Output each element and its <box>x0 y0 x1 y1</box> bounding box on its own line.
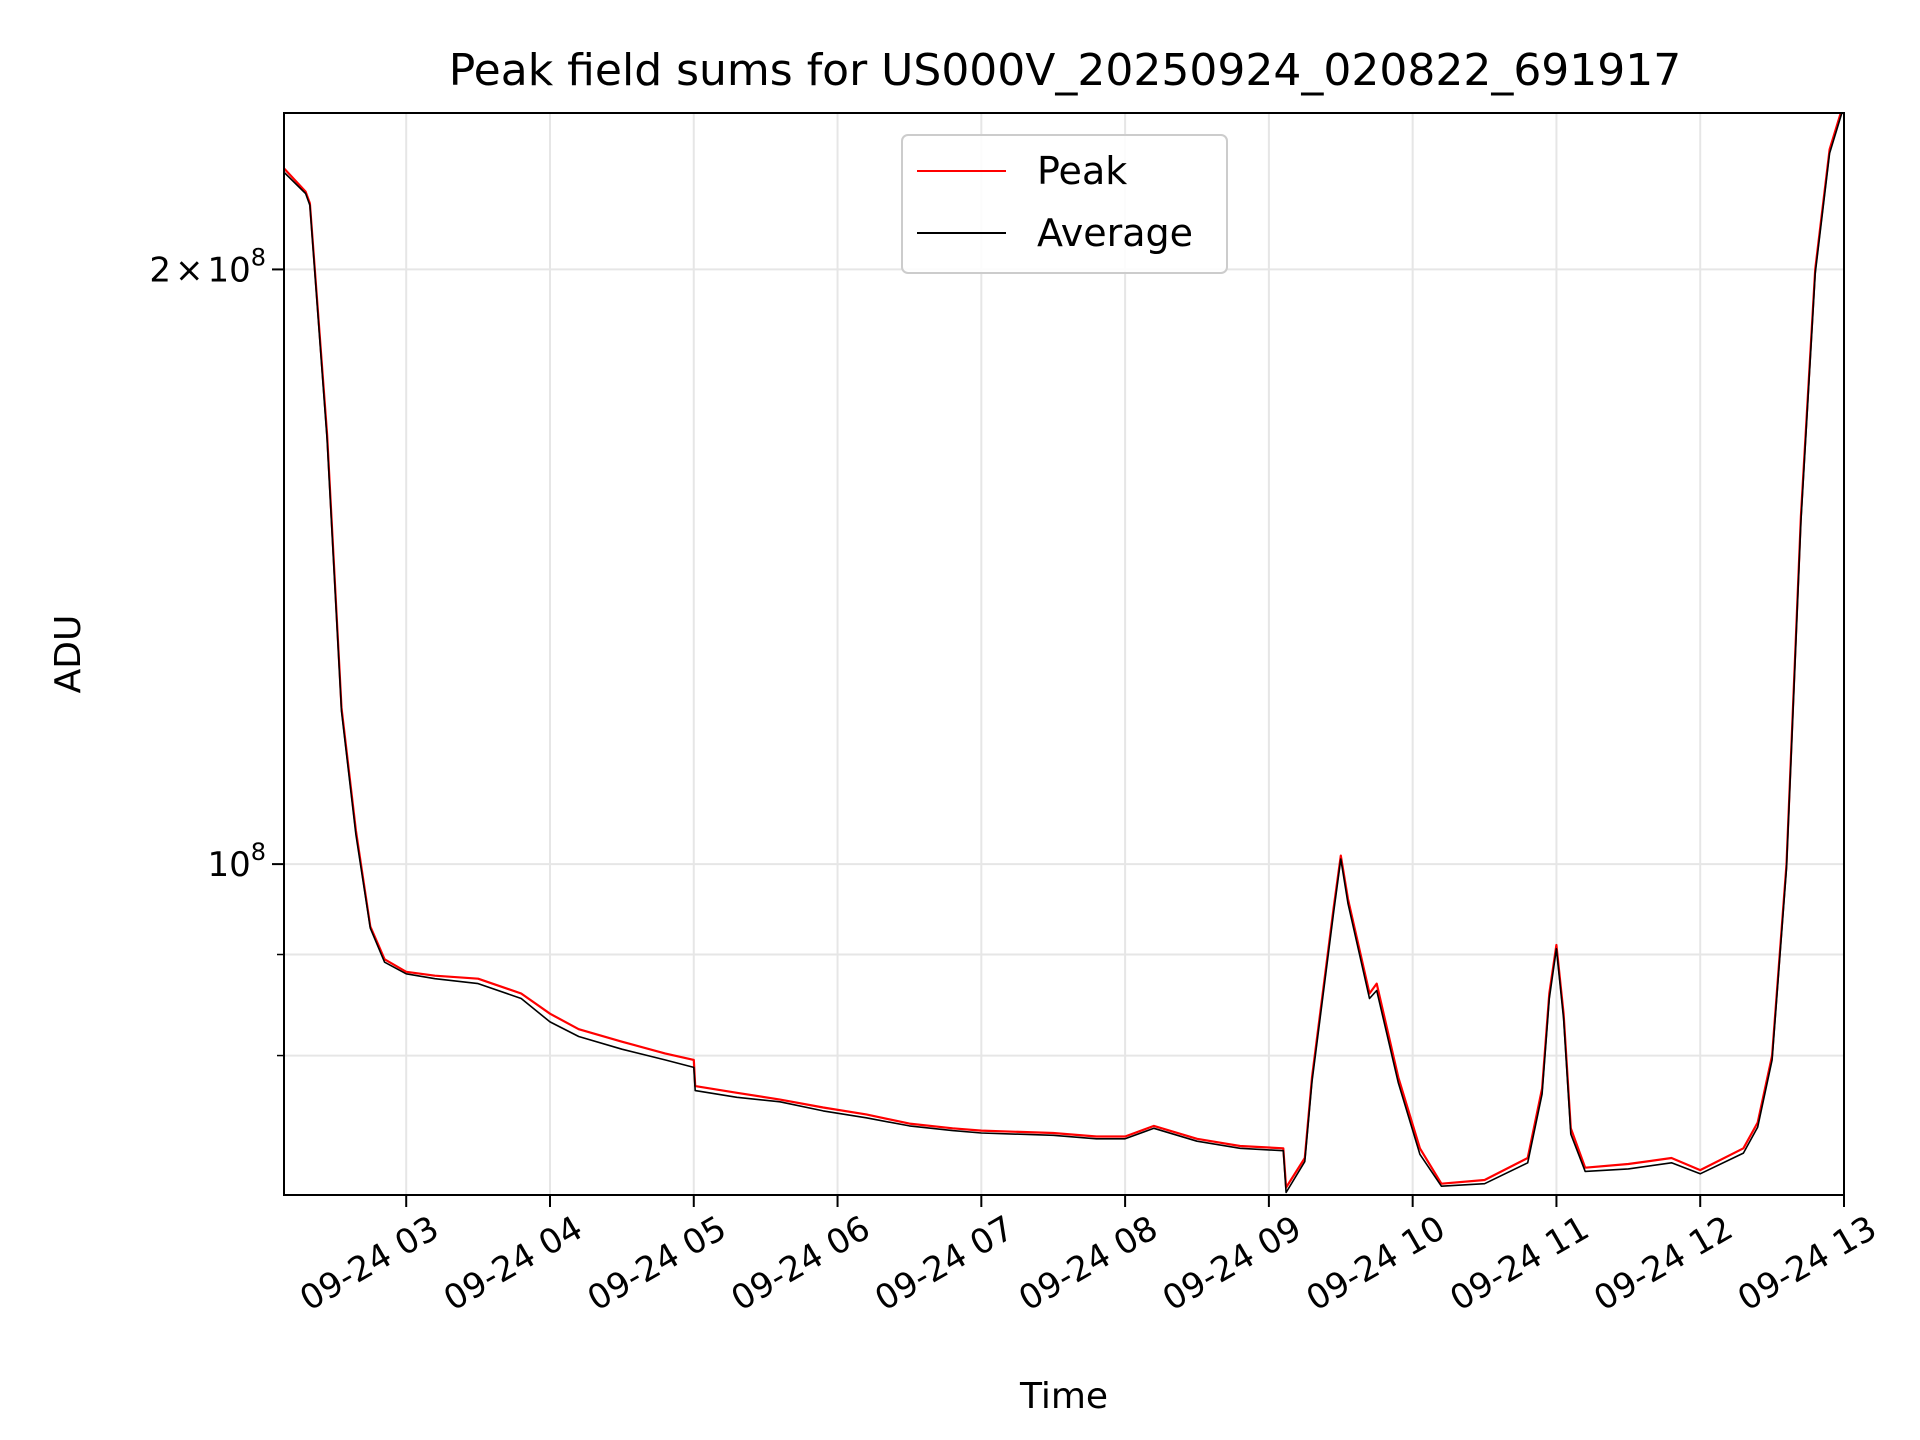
series-layer <box>284 113 1843 1194</box>
y-axis-ticks: 108 2 × 108 <box>149 243 284 1057</box>
series-line-average <box>284 113 1843 1194</box>
legend-box <box>901 134 1228 274</box>
series-line-peak <box>284 113 1842 1189</box>
legend: Peak Average <box>901 134 1228 274</box>
y-axis-label: ADU <box>48 615 89 694</box>
y-tick-label: 2 × 108 <box>149 243 266 290</box>
legend-label-peak: Peak <box>1037 149 1127 193</box>
plot-frame <box>283 112 1845 1196</box>
x-axis-label: Time <box>1019 1376 1108 1417</box>
legend-label-average: Average <box>1037 211 1193 255</box>
y-tick-label: 108 <box>207 838 266 885</box>
chart-title: Peak field sums for US000V_20250924_0208… <box>449 45 1682 96</box>
